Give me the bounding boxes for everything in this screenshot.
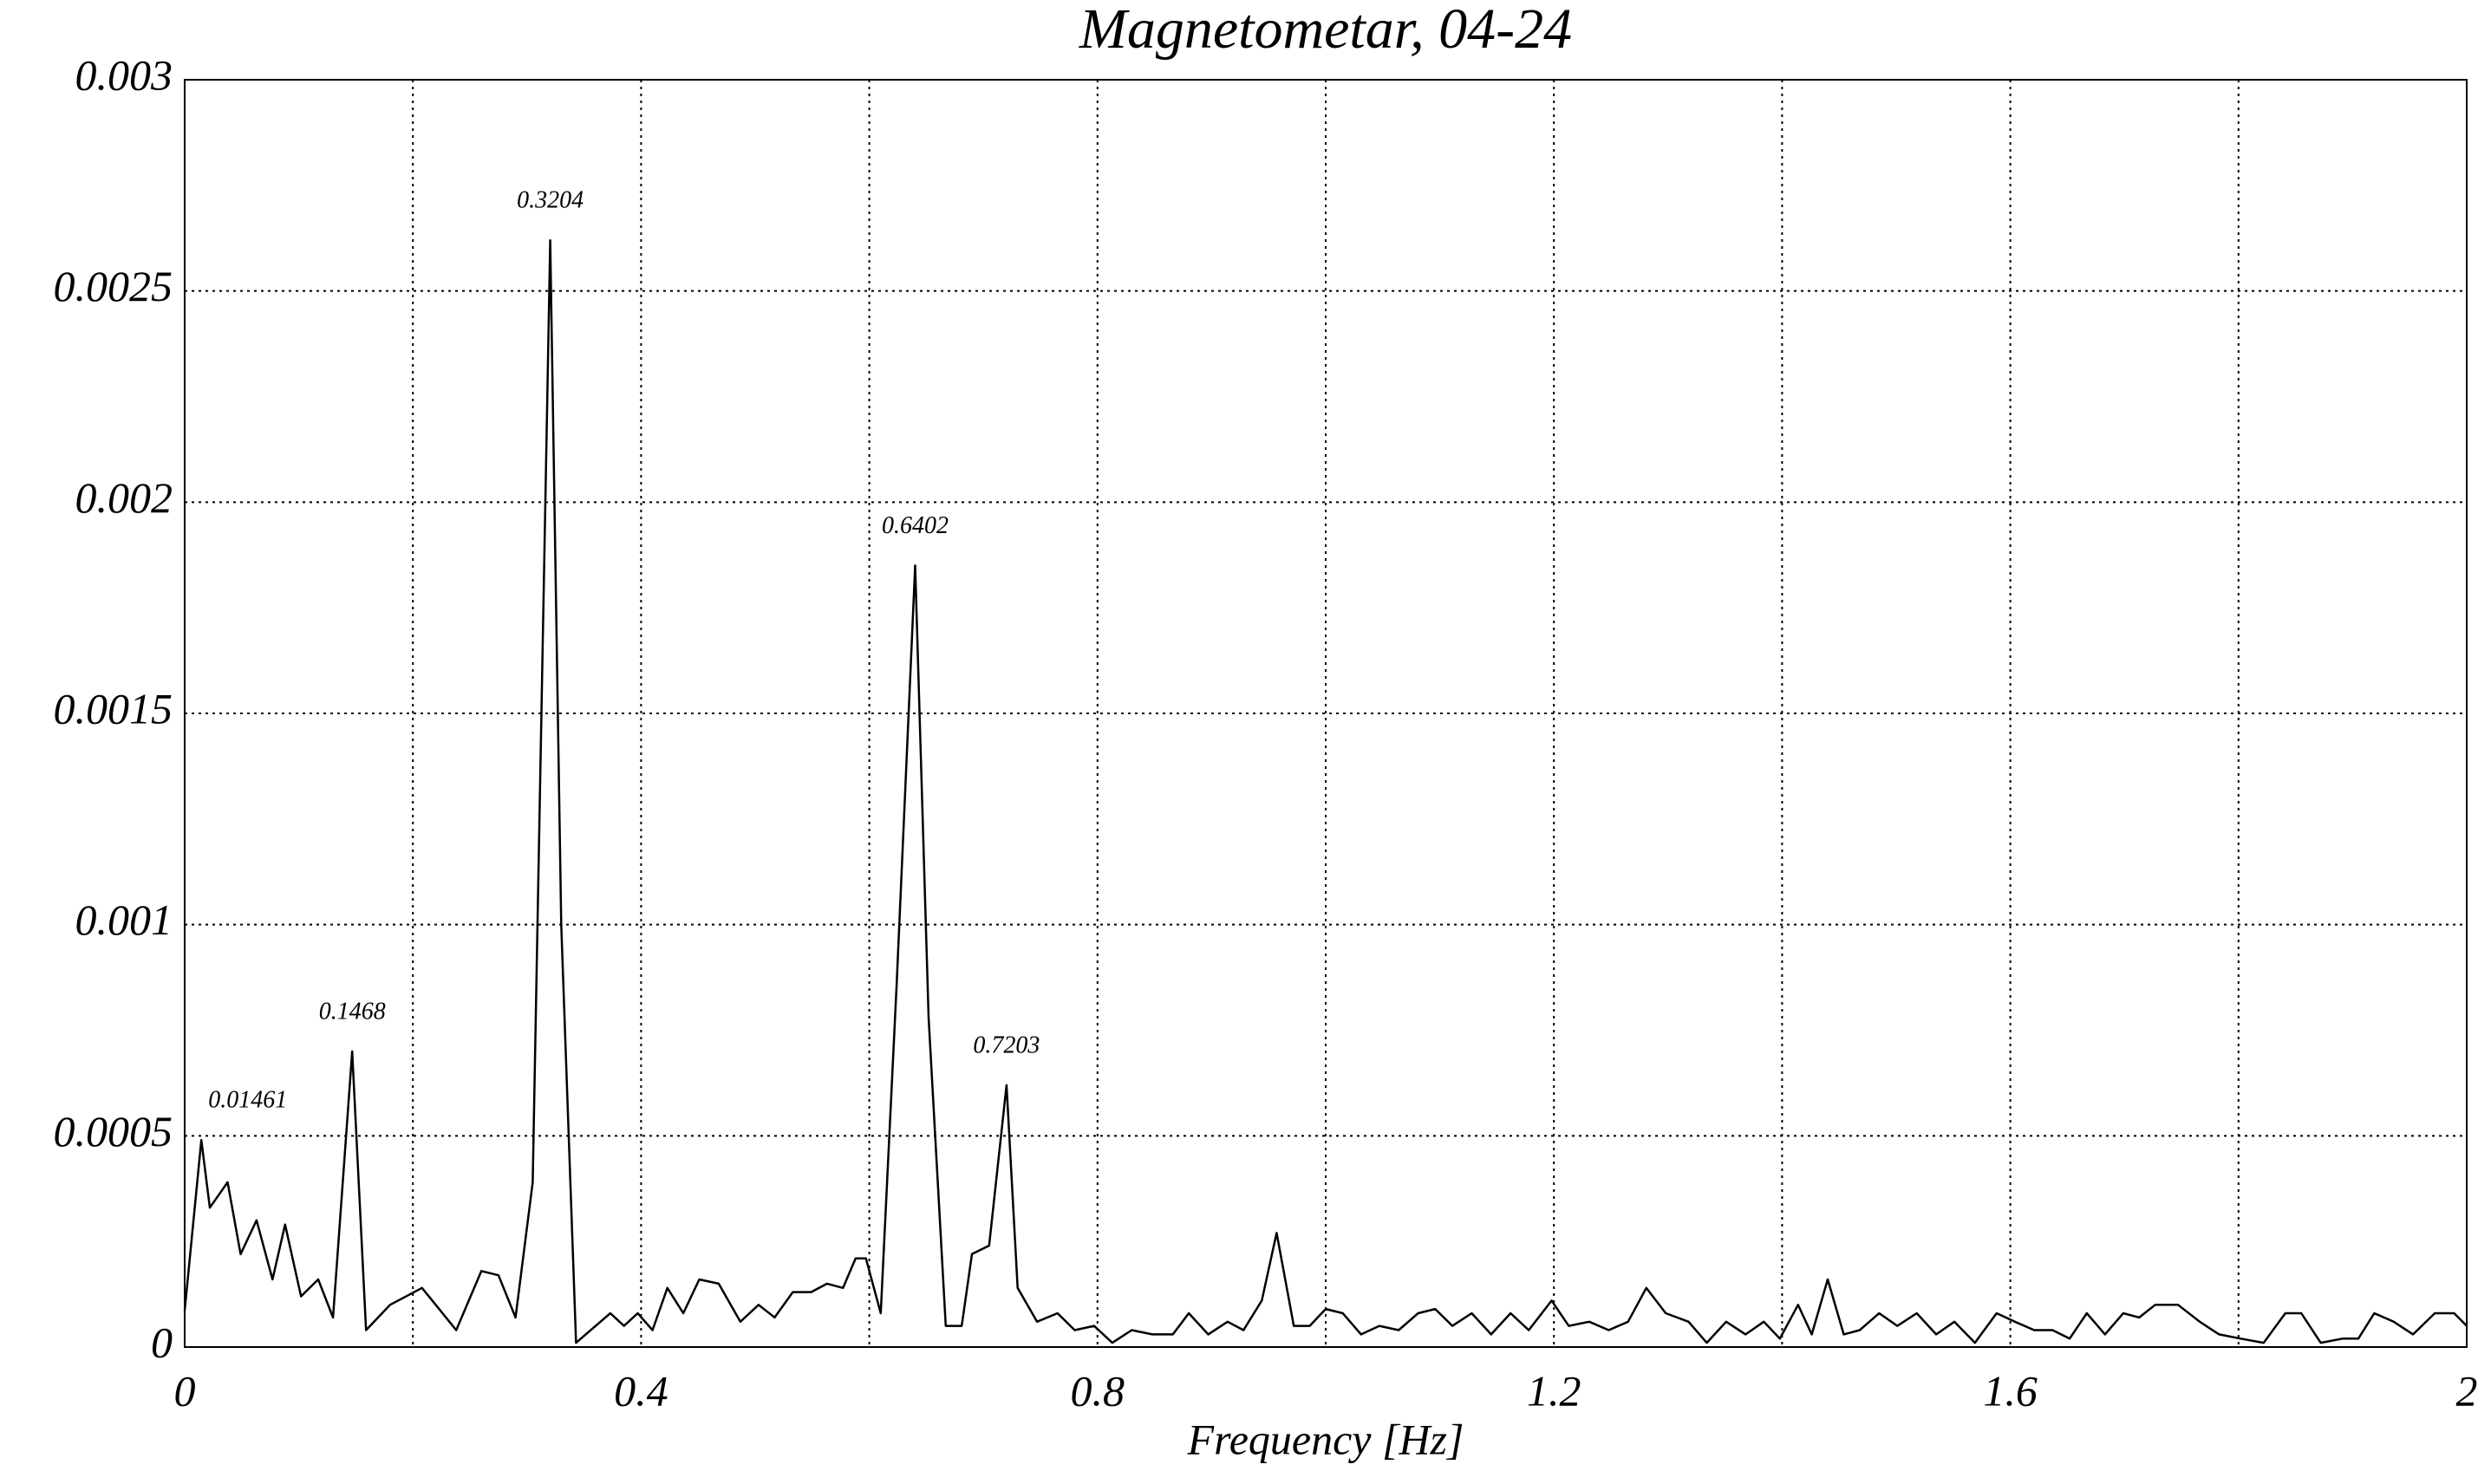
y-tick-label: 0.0025 [54, 262, 173, 310]
peak-label: 0.01461 [208, 1087, 287, 1114]
x-tick-label: 0.4 [614, 1366, 668, 1415]
peak-label: 0.6402 [882, 512, 949, 539]
y-tick-label: 0.002 [75, 473, 173, 522]
chart-title: Magnetometar, 04-24 [1079, 0, 1572, 61]
x-tick-label: 2 [2456, 1366, 2478, 1415]
x-tick-label: 0 [174, 1366, 196, 1415]
y-tick-label: 0.001 [75, 895, 173, 944]
y-tick-label: 0 [151, 1318, 173, 1366]
y-tick-label: 0.0005 [54, 1107, 173, 1155]
x-tick-label: 1.2 [1527, 1366, 1581, 1415]
data-line [183, 238, 2468, 1344]
plot-frame [184, 79, 2468, 1348]
x-tick-label: 1.6 [1983, 1366, 2038, 1415]
x-axis-label: Frequency [Hz] [1187, 1415, 1464, 1463]
x-tick-label: 0.8 [1071, 1366, 1125, 1415]
peak-label: 0.1468 [319, 998, 386, 1025]
y-tick-label: 0.0015 [54, 684, 173, 732]
peak-label: 0.3204 [517, 187, 584, 214]
y-tick-label: 0.003 [75, 50, 173, 99]
peak-label: 0.7203 [973, 1032, 1040, 1058]
